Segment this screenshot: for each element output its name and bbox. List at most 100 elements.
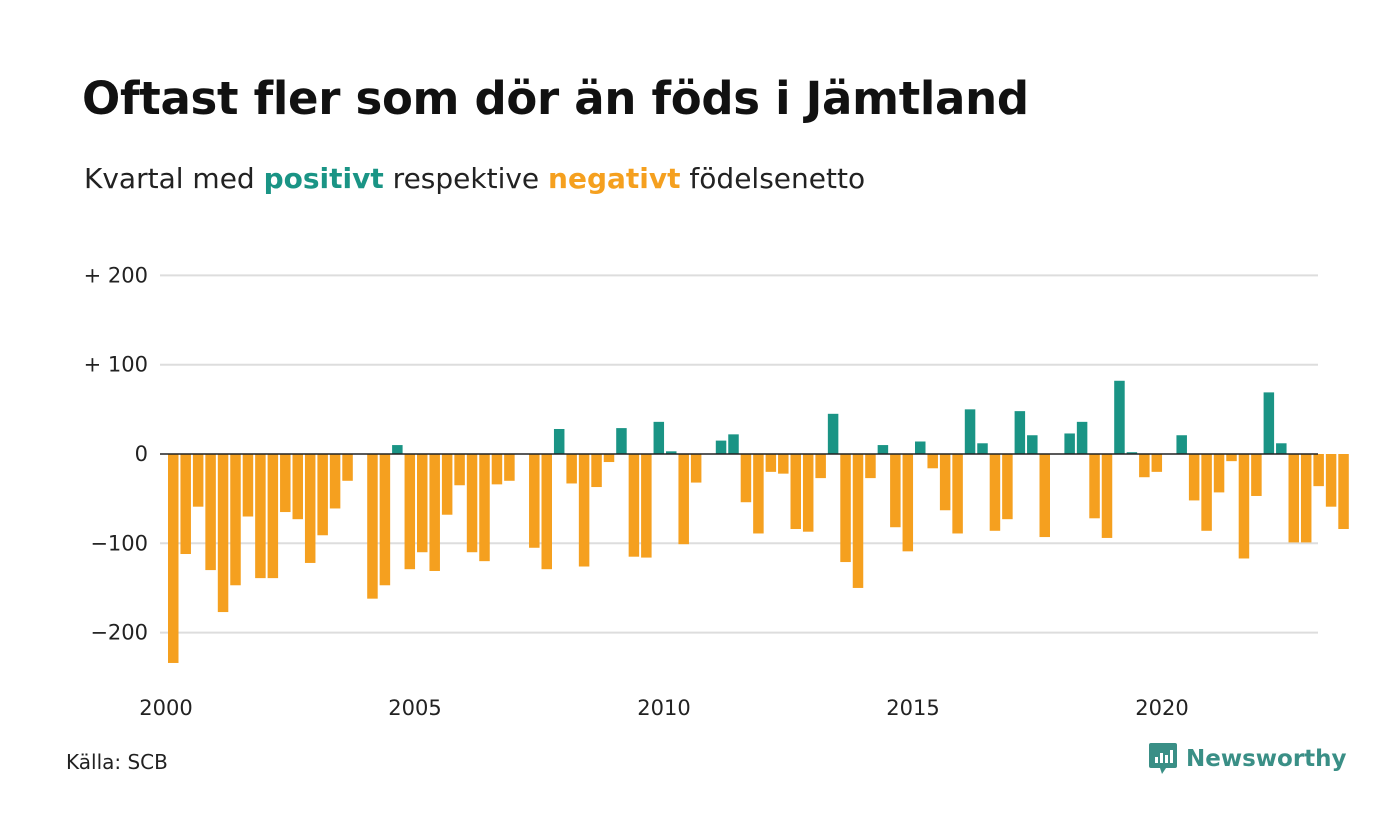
bar-negative <box>927 454 938 469</box>
y-tick-label: + 200 <box>84 263 148 287</box>
bar-negative <box>952 454 963 534</box>
bar-negative <box>678 454 689 545</box>
bar-negative <box>790 454 801 530</box>
chart-subtitle: Kvartal med positivt respektive negativt… <box>84 162 865 195</box>
bar-positive <box>1276 443 1287 454</box>
bar-negative <box>628 454 640 557</box>
bar-negative <box>379 454 391 586</box>
x-tick-label: 2005 <box>388 696 441 720</box>
bar-positive <box>715 440 727 454</box>
bar-negative <box>1101 454 1113 538</box>
bar-negative <box>566 454 577 484</box>
bar-negative <box>603 454 615 463</box>
bar-negative <box>541 454 552 570</box>
subtitle-positive-word: positivt <box>263 162 384 195</box>
bar-negative <box>1039 454 1050 538</box>
bar-negative <box>865 454 876 479</box>
bar-negative <box>778 454 789 474</box>
y-tick-label: −200 <box>90 621 148 645</box>
bar-positive <box>616 428 627 454</box>
bar-negative <box>1313 454 1324 487</box>
bar-negative <box>267 454 279 579</box>
bar-positive <box>1126 452 1138 454</box>
bar-negative <box>491 454 503 485</box>
bar-positive <box>1014 411 1026 454</box>
bar-negative <box>217 454 229 613</box>
bar-negative <box>1188 454 1200 501</box>
bar-negative <box>578 454 590 567</box>
bar-negative <box>417 454 428 553</box>
y-tick-label: + 100 <box>84 353 148 377</box>
bar-negative <box>939 454 951 511</box>
x-tick-label: 2010 <box>637 696 690 720</box>
bar-negative <box>479 454 490 562</box>
bar-positive <box>653 421 665 454</box>
bar-negative <box>765 454 777 472</box>
bar-positive <box>827 413 839 454</box>
bar-negative <box>329 454 341 509</box>
bar-negative <box>466 454 478 553</box>
bar-negative <box>1151 454 1163 472</box>
bar-positive <box>977 443 988 454</box>
bar-negative <box>504 454 515 481</box>
bar-negative <box>205 454 216 571</box>
bar-negative <box>1288 454 1299 543</box>
bar-negative <box>690 454 702 483</box>
bar-negative <box>429 454 440 571</box>
bar-negative <box>529 454 540 548</box>
bar-negative <box>404 454 416 570</box>
bar-negative <box>890 454 901 528</box>
bar-positive <box>1176 435 1187 454</box>
bar-negative <box>740 454 752 503</box>
bar-negative <box>242 454 254 517</box>
bar-negative <box>1089 454 1100 519</box>
bar-positive <box>392 445 403 454</box>
bar-negative <box>840 454 851 563</box>
bar-negative <box>1338 454 1349 530</box>
bar-negative <box>989 454 1001 531</box>
bar-negative <box>1002 454 1013 520</box>
bar-negative <box>1300 454 1312 543</box>
bar-negative <box>1139 454 1150 478</box>
bar-negative <box>1325 454 1337 507</box>
bar-negative <box>441 454 453 515</box>
bar-negative <box>1213 454 1225 493</box>
bar-positive <box>877 445 889 454</box>
bar-negative <box>1201 454 1212 531</box>
newsworthy-chart-bubble-icon <box>1149 743 1177 774</box>
bar-negative <box>1251 454 1262 496</box>
bar-negative <box>641 454 652 558</box>
bar-negative <box>852 454 864 588</box>
bar-negative <box>192 454 204 507</box>
bar-positive <box>1064 433 1075 454</box>
bar-positive <box>553 428 565 454</box>
bar-negative <box>168 454 179 663</box>
bar-negative <box>317 454 328 536</box>
bar-negative <box>1238 454 1250 559</box>
subtitle-prefix: Kvartal med <box>84 162 264 195</box>
bar-negative <box>280 454 291 513</box>
y-tick-label: −100 <box>90 531 148 555</box>
bar-positive <box>964 409 976 454</box>
bar-negative <box>255 454 266 579</box>
subtitle-negative-word: negativt <box>548 162 681 195</box>
bar-positive <box>1076 421 1088 454</box>
bar-positive <box>1114 380 1125 454</box>
bar-negative <box>454 454 465 486</box>
bar-positive <box>666 451 677 454</box>
source-note: Källa: SCB <box>66 750 168 774</box>
bar-negative <box>367 454 378 599</box>
brand-name: Newsworthy <box>1186 746 1347 772</box>
bar-positive <box>915 441 926 454</box>
bar-negative <box>815 454 826 479</box>
bar-negative <box>591 454 602 488</box>
bar-negative <box>753 454 764 534</box>
y-tick-label: 0 <box>135 442 148 466</box>
x-tick-label: 2000 <box>139 696 192 720</box>
subtitle-suffix: födelsenetto <box>680 162 866 195</box>
bar-negative <box>802 454 814 532</box>
chart-title: Oftast fler som dör än föds i Jämtland <box>82 72 1029 125</box>
x-tick-label: 2020 <box>1135 696 1188 720</box>
subtitle-middle: respektive <box>383 162 549 195</box>
